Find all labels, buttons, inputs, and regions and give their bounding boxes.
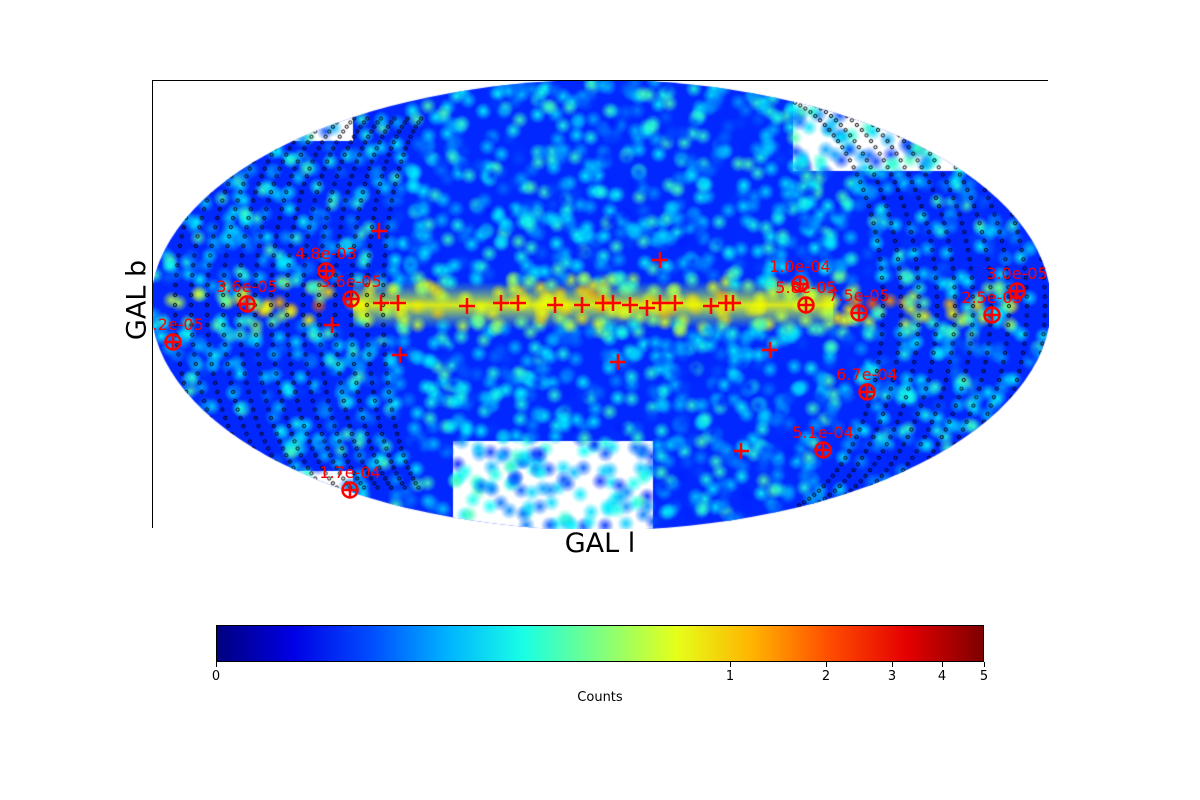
source-circle-cross [166,335,180,349]
source-circle-cross [860,385,874,399]
source-cross-marker [667,295,683,311]
x-axis-label: GAL l [564,528,636,559]
source-cross-marker [493,295,509,311]
source-circle-marker [850,304,868,322]
source-cross-marker [652,252,668,268]
source-circle-cross [985,308,999,322]
source-markers-layer: 3.2e-05 3.6e-05 4.8e-03 3.6e-05 1.0e-04 5.8e-… [153,223,1048,499]
source-cross-marker [371,223,387,239]
source-circle-marker [1008,282,1026,300]
source-circle-marker [797,296,815,314]
source-cross-marker [510,295,526,311]
source-circle-marker [164,333,182,351]
source-cross-marker [373,295,389,311]
source-circle-cross [793,277,807,291]
source-cross-marker [459,298,475,314]
source-flux-label: 2.5e-05 [961,288,1022,307]
source-circle-marker [814,441,832,459]
source-flux-label: 3.6e-05 [320,272,381,291]
colorbar-label: Counts [577,690,623,705]
source-flux-label: 4.8e-03 [295,244,356,263]
colorbar-tick [826,662,827,667]
source-flux-label: 5.1e-04 [792,423,853,442]
source-cross-marker [610,354,626,370]
source-circle-cross [240,297,254,311]
source-cross-marker [547,297,563,313]
source-flux-label: 1.7e-04 [319,463,380,482]
colorbar-tick [942,662,943,667]
colorbar-tick-label: 3 [887,669,897,684]
source-flux-label: 1.0e-04 [769,257,830,276]
source-circle-cross [344,292,358,306]
colorbar-tick-label: 1 [725,669,735,684]
colorbar-tick-label: 4 [937,669,947,684]
source-circle-marker [341,481,359,499]
source-circle-cross [852,306,866,320]
source-cross-marker [652,295,668,311]
colorbar [216,625,984,662]
source-flux-label: 5.8e-05 [775,278,836,297]
source-cross-marker [390,295,406,311]
source-cross-marker [324,317,340,333]
sky-map-plot: 3.2e-05 3.6e-05 4.8e-03 3.6e-05 1.0e-04 5.8e-… [152,80,1049,529]
source-cross-marker [725,295,741,311]
colorbar-tick [984,662,985,667]
source-flux-label: 6.7e-04 [836,365,897,384]
source-circle-marker [858,383,876,401]
source-cross-marker [622,297,638,313]
source-cross-marker [733,443,749,459]
y-axis-label: GAL b [121,259,153,341]
source-circle-cross [319,264,333,278]
source-circle-marker [791,275,809,293]
source-circle-cross [343,483,357,497]
source-cross-marker [392,347,408,363]
source-flux-label: 3.0e-05 [986,264,1047,283]
colorbar-tick [730,662,731,667]
source-cross-marker [762,342,778,358]
source-circle-marker [238,295,256,313]
colorbar-tick [892,662,893,667]
source-circle-cross [799,298,813,312]
source-cross-marker [703,298,719,314]
source-flux-label: 3.2e-05 [153,315,204,334]
source-circle-marker [342,290,360,308]
source-cross-marker [605,295,621,311]
source-cross-marker [574,297,590,313]
source-circle-marker [317,262,335,280]
sky-map-heatmap [153,81,1049,529]
colorbar-tick-label: 0 [211,669,221,684]
source-circle-cross [1010,284,1024,298]
source-cross-marker [639,300,655,316]
colorbar-tick-label: 2 [821,669,831,684]
colorbar-tick-label: 5 [979,669,989,684]
source-circle-cross [816,443,830,457]
source-flux-label: 7.5e-05 [828,286,889,305]
colorbar-tick [216,662,217,667]
source-flux-label: 3.6e-05 [216,277,277,296]
source-circle-marker [983,306,1001,324]
